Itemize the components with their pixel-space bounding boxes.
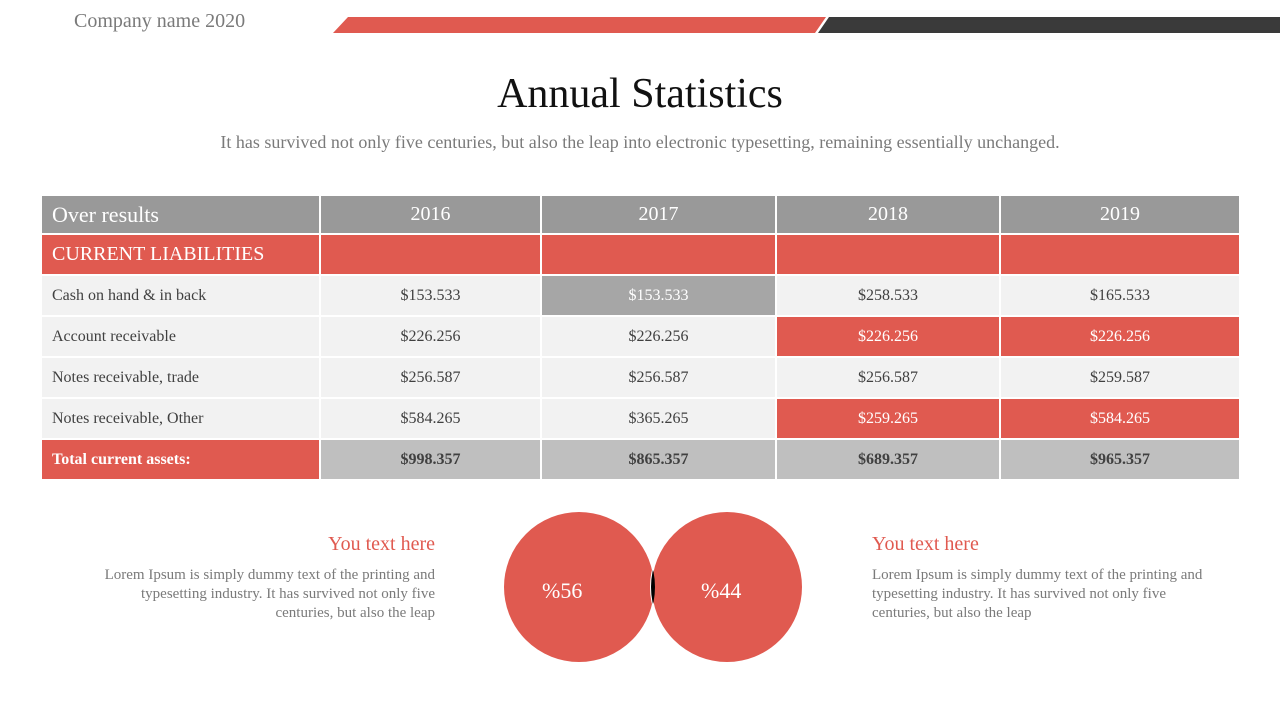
header-over-results: Over results	[40, 194, 321, 235]
page-title: Annual Statistics	[497, 71, 783, 117]
left-caption-heading: You text here	[328, 533, 435, 555]
total-cell: $865.357	[540, 438, 777, 481]
venn-right-label: %44	[701, 578, 742, 603]
section-cell	[540, 233, 777, 276]
section-cell	[319, 233, 542, 276]
row-label: Cash on hand & in back	[40, 274, 321, 317]
table-row: Account receivable $226.256 $226.256 $22…	[40, 315, 1241, 358]
row-label: Account receivable	[40, 315, 321, 358]
table-cell: $256.587	[319, 356, 542, 399]
venn-diagram	[502, 510, 804, 664]
table-cell: $226.256	[999, 315, 1241, 358]
table-row: Notes receivable, trade $256.587 $256.58…	[40, 356, 1241, 399]
top-accent-bar	[333, 17, 1280, 33]
right-caption-body: Lorem Ipsum is simply dummy text of the …	[872, 567, 1203, 621]
left-caption-body: Lorem Ipsum is simply dummy text of the …	[104, 567, 435, 621]
table-cell: $153.533	[319, 274, 542, 317]
venn-left-label: %56	[542, 578, 583, 603]
right-caption-heading: You text here	[872, 533, 979, 555]
statistics-table: Over results 2016 2017 2018 2019 CURRENT…	[40, 194, 1241, 481]
total-label: Total current assets:	[40, 438, 321, 481]
header-2016: 2016	[319, 194, 542, 235]
row-label: Notes receivable, Other	[40, 397, 321, 440]
section-row: CURRENT LIABILITIES	[40, 233, 1241, 276]
page-subtitle: It has survived not only five centuries,…	[220, 132, 1060, 152]
table-row: Notes receivable, Other $584.265 $365.26…	[40, 397, 1241, 440]
table-cell: $259.265	[775, 397, 1001, 440]
table-cell: $259.587	[999, 356, 1241, 399]
table-row: Cash on hand & in back $153.533 $153.533…	[40, 274, 1241, 317]
header-2019: 2019	[999, 194, 1241, 235]
table-cell: $256.587	[540, 356, 777, 399]
section-cell	[999, 233, 1241, 276]
table-cell: $226.256	[319, 315, 542, 358]
table-cell: $584.265	[319, 397, 542, 440]
total-cell: $998.357	[319, 438, 542, 481]
section-cell	[775, 233, 1001, 276]
table-cell: $256.587	[775, 356, 1001, 399]
total-cell: $689.357	[775, 438, 1001, 481]
total-cell: $965.357	[999, 438, 1241, 481]
table-cell: $153.533	[540, 274, 777, 317]
table-cell: $226.256	[540, 315, 777, 358]
header-2018: 2018	[775, 194, 1001, 235]
table-cell: $584.265	[999, 397, 1241, 440]
total-row: Total current assets: $998.357 $865.357 …	[40, 438, 1241, 481]
row-label: Notes receivable, trade	[40, 356, 321, 399]
table-header-row: Over results 2016 2017 2018 2019	[40, 194, 1241, 235]
header-2017: 2017	[540, 194, 777, 235]
table-cell: $258.533	[775, 274, 1001, 317]
company-name: Company name 2020	[74, 10, 246, 32]
table-cell: $226.256	[775, 315, 1001, 358]
section-label: CURRENT LIABILITIES	[40, 233, 321, 276]
left-caption: You text here Lorem Ipsum is simply dumm…	[90, 533, 435, 623]
right-caption: You text here Lorem Ipsum is simply dumm…	[872, 533, 1217, 623]
table-cell: $365.265	[540, 397, 777, 440]
table-cell: $165.533	[999, 274, 1241, 317]
